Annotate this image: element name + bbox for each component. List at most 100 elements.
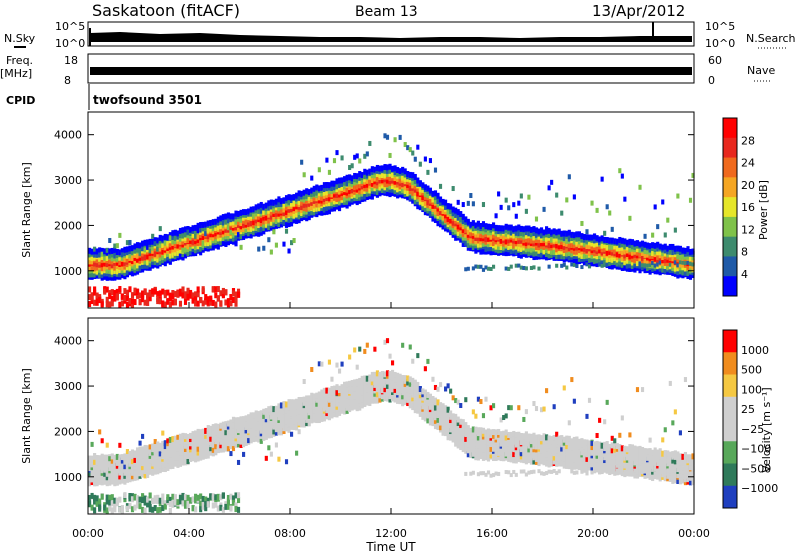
velocity-cell [130, 493, 135, 500]
power-cell [272, 229, 276, 235]
power-cell [411, 150, 415, 156]
velocity-cell [224, 424, 228, 431]
power-cell [108, 237, 112, 243]
power-cell [196, 286, 200, 293]
power-cell [509, 229, 513, 236]
velocity-cell [269, 451, 273, 457]
power-cell [305, 192, 309, 199]
velocity-cell [249, 416, 253, 423]
velocity-cell [380, 377, 385, 384]
power-cell [158, 290, 162, 297]
velocity-cell [191, 450, 195, 457]
velocity-cell [618, 460, 622, 467]
power-cell [343, 176, 347, 183]
power-cell [292, 194, 296, 201]
velocity-cell [269, 429, 273, 436]
velocity-cell [421, 388, 425, 395]
velocity-cell [302, 406, 306, 413]
power-cell [247, 214, 251, 221]
velocity-cell [105, 507, 109, 514]
velocity-cell [353, 379, 357, 386]
velocity-cell [615, 443, 619, 450]
velocity-cell [527, 457, 531, 464]
power-cell [595, 240, 599, 247]
power-cell [199, 222, 203, 229]
velocity-cell [110, 453, 114, 460]
power-cell [156, 295, 160, 302]
power-cell [481, 202, 486, 208]
velocity-cell [469, 427, 473, 434]
velocity-cell [565, 443, 569, 450]
velocity-cell [244, 430, 248, 437]
power-cell [587, 239, 592, 246]
power-cell [343, 196, 347, 203]
power-cell [221, 214, 225, 221]
power-cell [651, 261, 655, 266]
power-cell [608, 262, 612, 267]
velocity-cell [454, 434, 458, 441]
velocity-cell [519, 432, 523, 439]
power-cell [519, 229, 523, 236]
velocity-cell [585, 471, 589, 476]
power-cell [658, 243, 662, 250]
power-cell [509, 264, 513, 269]
power-cell [181, 247, 185, 253]
power-cell [300, 199, 304, 206]
velocity-cell [133, 460, 137, 467]
velocity-cell [120, 505, 124, 512]
power-cell [161, 248, 165, 255]
power-cell [370, 180, 374, 187]
velocity-cell [537, 454, 541, 461]
power-cell [643, 258, 647, 265]
power-cell [497, 243, 501, 250]
power-cell [120, 300, 124, 307]
velocity-cell [141, 456, 145, 463]
power-cell [640, 245, 645, 252]
power-cell [628, 215, 632, 221]
power-colorbar-swatch [723, 137, 737, 159]
power-cell [446, 226, 450, 233]
velocity-cell [231, 416, 236, 423]
power-cell [310, 175, 314, 181]
velocity-cell [199, 452, 203, 459]
power-cell [648, 263, 652, 268]
velocity-cell [143, 459, 147, 466]
power-cell [178, 247, 183, 254]
power-cell [242, 226, 246, 233]
power-cell [123, 294, 127, 301]
velocity-cell [264, 455, 268, 461]
velocity-cell [418, 404, 422, 411]
velocity-cell [441, 403, 445, 410]
power-cell [221, 235, 225, 242]
velocity-cell [539, 456, 544, 463]
velocity-cell [618, 449, 622, 456]
velocity-cell [292, 408, 296, 415]
power-cell [206, 233, 210, 240]
velocity-cell [259, 416, 263, 423]
power-cell [189, 249, 193, 256]
power-cell [171, 293, 175, 300]
power-cell [199, 226, 203, 233]
power-cell [350, 175, 354, 182]
power-cell [125, 256, 129, 263]
power-cell [307, 210, 311, 217]
power-cell [625, 244, 629, 251]
velocity-cell [418, 408, 422, 415]
velocity-cell [380, 387, 385, 394]
velocity-cell [178, 460, 183, 467]
power-cell [242, 222, 246, 229]
power-cell [486, 241, 491, 248]
velocity-cell [651, 458, 655, 465]
velocity-cell [128, 492, 132, 499]
velocity-cell [396, 372, 400, 379]
velocity-cell [166, 451, 170, 458]
power-cell [542, 253, 546, 260]
power-cell [249, 210, 253, 217]
velocity-cell [141, 464, 145, 471]
velocity-cell [176, 499, 180, 506]
velocity-cell [560, 449, 564, 456]
velocity-cell [141, 506, 145, 513]
power-cell [653, 263, 657, 268]
velocity-cell [603, 419, 607, 425]
power-cell [231, 235, 236, 242]
